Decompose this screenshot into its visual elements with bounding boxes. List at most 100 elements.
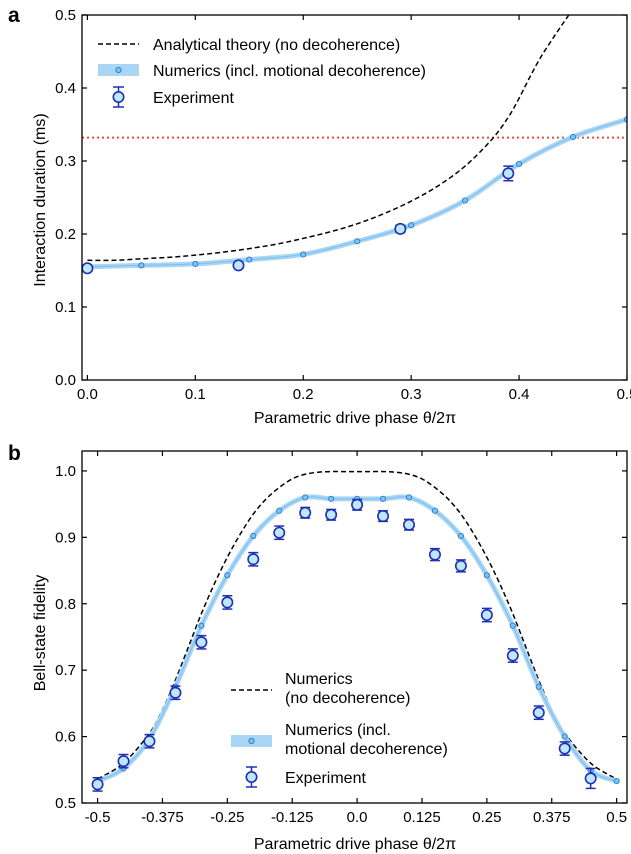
panel-a-plot-area	[81, 14, 628, 381]
b-numerics-point	[405, 494, 413, 501]
a-series-group	[82, 15, 627, 275]
b-experiment-point	[558, 742, 571, 755]
b-experiment-point	[273, 526, 286, 539]
panel-a-label: a	[8, 4, 20, 27]
b-y-tick-label: 0.5	[55, 795, 76, 812]
a-experiment-point	[232, 259, 245, 272]
b-y-tick-label: 0.7	[55, 662, 76, 679]
b-experiment-point	[325, 508, 338, 521]
a-numerics-point	[246, 256, 253, 263]
b-numerics-point	[561, 733, 568, 740]
b-y-tick-label: 1.0	[55, 463, 76, 480]
legend-analytical-label: Analytical theory (no decoherence)	[153, 37, 400, 54]
b-x-tick-label: -0.25	[210, 809, 244, 826]
panel-a-y-axis-label: Interaction duration (ms)	[32, 113, 49, 286]
a-experiment-point	[82, 262, 94, 275]
b-experiment-point	[195, 636, 208, 649]
a-y-tick-label: 0.2	[55, 226, 76, 243]
panel-b-plot-area	[81, 450, 628, 804]
b-numerics-point	[276, 507, 283, 514]
legend-b-nodecoh-line2: (no decoherence)	[285, 690, 410, 707]
b-numerics-point	[302, 494, 309, 501]
panel-b-label: b	[8, 442, 21, 465]
b-y-tick-label: 0.6	[55, 729, 76, 746]
b-x-tick-label: -0.5	[85, 809, 111, 826]
legend-experiment-marker	[112, 91, 125, 104]
panel-a-x-axis-label: Parametric drive phase θ/2π	[254, 410, 456, 427]
legend-b-nodecoh-line1: Numerics	[285, 671, 353, 688]
b-experiment-point	[584, 772, 597, 785]
legend-numerics-label: Numerics (incl. motional decoherence)	[153, 63, 426, 80]
legend-experiment-label: Experiment	[153, 90, 234, 107]
b-experiment-point	[247, 553, 260, 566]
a-numerics-band	[84, 116, 627, 270]
panel-b-x-axis-label: Parametric drive phase θ/2π	[254, 836, 456, 853]
b-experiment-point	[351, 498, 364, 511]
b-numerics-point	[483, 572, 490, 579]
legend-b-experiment-marker	[245, 770, 258, 783]
b-x-tick-label: 0.0	[347, 809, 368, 826]
b-experiment-point	[91, 778, 104, 791]
panel-b: b -0.5 -0.375 -0.25 -0.125 0.0 0.125 0.25 0.375…	[8, 442, 628, 853]
a-numerics-point	[408, 222, 415, 229]
b-numerics-point	[457, 532, 465, 540]
legend-b-numerics-marker	[248, 737, 255, 745]
b-experiment-point	[480, 609, 493, 622]
a-numerics-point	[192, 260, 199, 268]
panel-b-y-axis-label: Bell-state fidelity	[32, 575, 49, 692]
b-x-tick-label: -0.125	[271, 809, 314, 826]
legend-b-decoh-line2: motional decoherence)	[285, 741, 448, 758]
b-experiment-point	[299, 506, 312, 519]
a-axes-frame	[81, 14, 628, 381]
panel-a-legend: Analytical theory (no decoherence) Numer…	[98, 37, 426, 108]
b-x-tick-label: -0.375	[141, 809, 184, 826]
a-y-tick-label: 0.0	[55, 372, 76, 389]
a-theory-line	[87, 15, 570, 262]
b-x-tick-label: 0.5	[606, 809, 627, 826]
a-x-tick-label: 0.4	[509, 386, 530, 403]
a-x-tick-label: 0.5	[617, 386, 631, 403]
a-numerics-point	[138, 262, 145, 269]
b-numerics-point	[379, 495, 387, 502]
a-y-tick-label: 0.3	[55, 153, 76, 170]
legend-b-experiment-label: Experiment	[285, 770, 366, 787]
a-x-tick-label: 0.1	[185, 386, 206, 403]
b-x-tick-label: 0.375	[533, 809, 571, 826]
b-numerics-point	[509, 622, 516, 629]
b-experiment-point	[532, 706, 545, 719]
b-numerics-point	[431, 507, 439, 514]
panel-a-x-ticks: 0.0 0.1 0.2 0.3 0.4 0.5	[77, 15, 631, 403]
panel-a-y-ticks: 0.0 0.1 0.2 0.3 0.4 0.5	[55, 7, 627, 389]
a-numerics-point	[515, 160, 523, 168]
b-numerics-point	[328, 495, 335, 502]
panel-b-legend: Numerics (no decoherence) Numerics (incl…	[231, 671, 448, 788]
b-experiment-point	[221, 596, 234, 609]
panel-a: a 0.00.10.20.30.40.5 0.00.10.20.30.40.5 …	[8, 4, 631, 427]
a-numerics-point	[300, 251, 307, 258]
a-x-tick-label: 0.3	[401, 386, 422, 403]
b-numerics-point	[535, 683, 542, 690]
b-experiment-point	[454, 559, 467, 572]
b-axes-frame	[81, 450, 628, 804]
b-x-tick-label: 0.125	[403, 809, 441, 826]
b-numerics-point	[250, 532, 257, 540]
b-experiment-point	[428, 548, 441, 561]
panel-b-y-ticks: 0.5 0.6 0.7 0.8 0.9 1.0	[55, 463, 627, 812]
a-y-tick-label: 0.1	[55, 299, 76, 316]
a-numerics-point	[462, 197, 469, 204]
b-numerics-point	[613, 777, 620, 785]
b-x-tick-label: 0.25	[472, 809, 501, 826]
b-y-tick-label: 0.9	[55, 529, 76, 546]
a-numerics-point	[569, 133, 577, 141]
b-series-group	[91, 470, 620, 792]
a-x-tick-label: 0.2	[293, 386, 314, 403]
b-experiment-point	[117, 755, 130, 768]
b-experiment-point	[506, 649, 519, 662]
legend-b-decoh-line1: Numerics (incl.	[285, 722, 391, 739]
b-experiment-point	[377, 510, 390, 523]
b-y-tick-label: 0.8	[55, 596, 76, 613]
b-experiment-point	[143, 735, 156, 748]
a-x-tick-label: 0.0	[77, 386, 98, 403]
a-numerics-line	[87, 118, 627, 268]
panel-b-x-ticks: -0.5 -0.375 -0.25 -0.125 0.0 0.125 0.25 0.375 0.…	[85, 451, 627, 826]
